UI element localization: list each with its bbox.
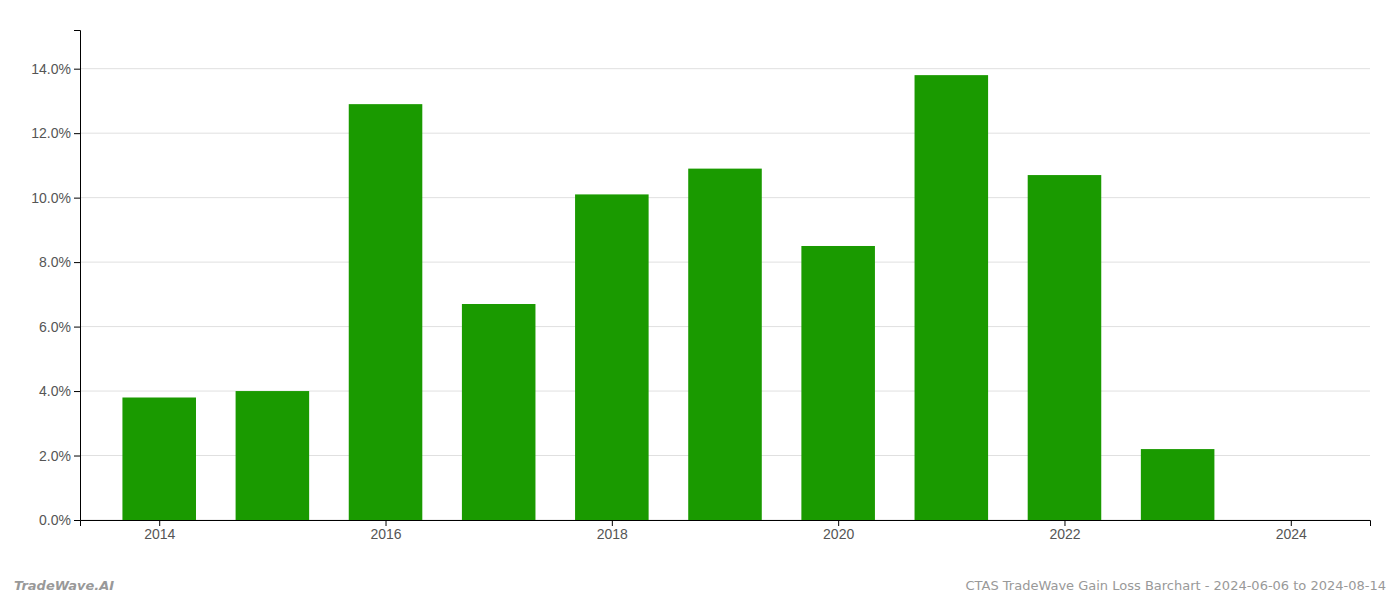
y-axis: 0.0% 2.0% 4.0% 6.0% 8.0% 10.0% 12.0% 14.0% (31, 31, 80, 528)
grid-line (80, 68, 1370, 69)
y-tick-label: 2.0% (39, 448, 71, 464)
y-tick: 6.0% (39, 319, 80, 335)
bar (1141, 449, 1215, 520)
y-tick-label: 0.0% (39, 512, 71, 528)
y-tick: 10.0% (31, 190, 80, 206)
y-tick: 4.0% (39, 383, 80, 399)
y-tick-mark (74, 391, 80, 392)
y-tick-label: 4.0% (39, 383, 71, 399)
x-tick: 2016 (370, 520, 401, 542)
y-tick: 14.0% (31, 61, 80, 77)
x-tick: 2024 (1276, 520, 1307, 542)
x-axis: 2014 2016 2018 2020 2022 2024 (81, 520, 1371, 542)
y-tick-mark (74, 133, 80, 134)
x-tick-label: 2022 (1049, 526, 1080, 542)
chart: 2014 2016 2018 2020 2022 2024 0.0% 2.0% 4.0% 6.0%… (0, 0, 1400, 600)
x-tick-label: 2014 (144, 526, 175, 542)
footer-left: TradeWave.AI (14, 578, 114, 593)
bar (122, 398, 196, 521)
y-tick-label: 12.0% (31, 125, 71, 141)
y-tick-mark (74, 456, 80, 457)
bars (122, 75, 1214, 520)
y-tick-label: 6.0% (39, 319, 71, 335)
x-axis-line (81, 521, 1371, 527)
x-tick: 2020 (823, 520, 854, 542)
x-tick-label: 2018 (597, 526, 628, 542)
footer-right: CTAS TradeWave Gain Loss Barchart - 2024… (966, 578, 1386, 593)
bar (462, 304, 536, 520)
y-tick: 0.0% (39, 512, 80, 528)
y-tick-mark (74, 327, 80, 328)
grid (80, 69, 1370, 520)
bar (349, 104, 423, 520)
x-tick: 2022 (1049, 520, 1080, 542)
y-tick: 8.0% (39, 254, 80, 270)
bar (575, 194, 649, 520)
y-tick-mark (74, 520, 80, 521)
bar (915, 75, 989, 520)
x-tick: 2018 (597, 520, 628, 542)
bar (236, 391, 310, 520)
y-tick-label: 8.0% (39, 254, 71, 270)
bar (1028, 175, 1102, 520)
x-tick-label: 2016 (370, 526, 401, 542)
bar (801, 246, 875, 520)
y-tick-mark (74, 198, 80, 199)
y-tick-label: 10.0% (31, 190, 71, 206)
y-tick: 2.0% (39, 448, 80, 464)
y-tick-mark (74, 69, 80, 70)
x-tick-label: 2024 (1276, 526, 1307, 542)
grid-line (80, 133, 1370, 134)
bar (688, 169, 762, 520)
y-tick-label: 14.0% (31, 61, 71, 77)
y-axis-line (74, 31, 81, 521)
x-tick: 2014 (144, 520, 175, 542)
x-tick-label: 2020 (823, 526, 854, 542)
bar (1254, 520, 1328, 521)
y-tick: 12.0% (31, 125, 80, 141)
y-tick-mark (74, 262, 80, 263)
